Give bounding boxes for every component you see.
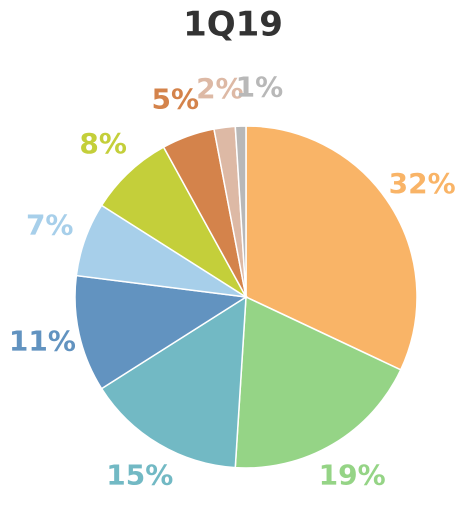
data-label: 11% [9, 325, 76, 358]
data-label: 15% [106, 459, 173, 492]
chart-title: 1Q19 [183, 5, 283, 45]
pie-slice [100, 295, 247, 469]
data-label: 5% [152, 83, 200, 116]
data-label: 2% [196, 72, 244, 105]
pie-slice [234, 125, 247, 298]
data-label: 8% [79, 127, 127, 160]
data-label: 1% [236, 70, 284, 103]
pie-slice [234, 295, 402, 469]
data-label: 7% [26, 208, 74, 241]
pie-slice [245, 125, 418, 371]
data-label: 32% [389, 167, 456, 200]
pie-slice [74, 274, 249, 390]
data-label: 19% [319, 459, 386, 492]
